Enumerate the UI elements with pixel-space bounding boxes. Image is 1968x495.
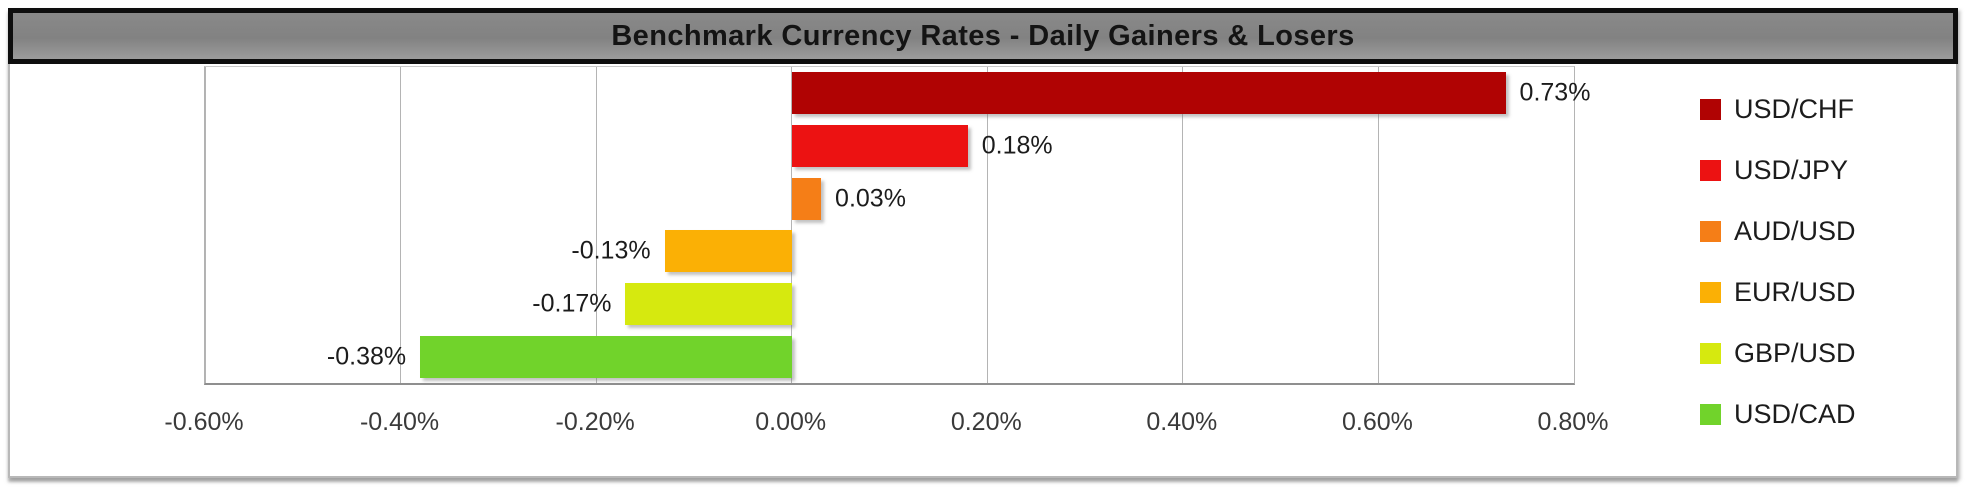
bar-value-label: -0.38% [326,342,407,371]
legend-item-usd-jpy: USD/JPY [1700,155,1856,185]
x-tick-label: 0.60% [1341,408,1413,436]
x-tick-label: 0.40% [1146,408,1218,436]
x-tick-label: -0.40% [359,408,440,436]
x-tick-label: 0.00% [755,408,827,436]
legend-item-gbp-usd: GBP/USD [1700,338,1856,368]
bar-value-label: -0.17% [532,289,612,318]
bar-aud-usd [791,177,822,220]
legend-item-usd-cad: USD/CAD [1700,399,1856,429]
legend-label: GBP/USD [1734,338,1856,368]
x-tick-label: -0.60% [164,408,244,436]
gridline [595,67,597,383]
chart-frame: Benchmark Currency Rates - Daily Gainers… [8,8,1958,478]
bar-usd-jpy [791,125,968,167]
legend-swatch-icon [1700,160,1721,181]
legend-swatch-icon [1700,404,1721,425]
legend-swatch-icon [1700,343,1721,364]
bar-value-label: 0.18% [981,131,1053,160]
bar-usd-chf [791,72,1506,115]
bar-eur-usd [664,230,792,273]
bar-value-label: -0.13% [571,236,651,265]
legend-swatch-icon [1700,221,1721,242]
legend: USD/CHF USD/JPY AUD/USD EUR/USD GBP/USD USD/C… [1700,94,1856,429]
bar-gbp-usd [625,283,792,325]
legend-label: USD/CHF [1734,94,1854,124]
legend-label: AUD/USD [1734,216,1856,246]
chart-title: Benchmark Currency Rates - Daily Gainers… [611,19,1355,52]
gridline [986,67,988,383]
legend-swatch-icon [1700,282,1721,303]
plot-area: 0.73% 0.18% 0.03% -0.13% -0.17% -0.38% [204,66,1590,385]
legend-label: USD/JPY [1734,155,1849,185]
bar-usd-cad [420,335,792,378]
x-axis: -0.60% -0.40% -0.20% 0.00% 0.20% 0.40% 0.60% 0.… [164,408,1608,444]
bar-value-label: 0.03% [835,184,906,213]
x-tick-label: -0.20% [555,408,635,436]
legend-swatch-icon [1700,99,1721,120]
legend-item-usd-chf: USD/CHF [1700,94,1856,124]
gridline [1182,67,1184,383]
x-tick-label: 0.80% [1537,408,1609,436]
gridline [204,67,206,383]
x-tick-label: 0.20% [950,408,1022,436]
chart-title-bar: Benchmark Currency Rates - Daily Gainers… [8,8,1958,64]
legend-item-aud-usd: AUD/USD [1700,216,1856,246]
gridline [400,67,402,383]
bar-value-label: 0.73% [1519,78,1591,107]
legend-label: EUR/USD [1734,277,1856,307]
gridline [1377,67,1379,383]
gridline [1573,67,1575,383]
gridline [791,67,793,383]
legend-item-eur-usd: EUR/USD [1700,277,1856,307]
legend-label: USD/CAD [1734,399,1856,429]
